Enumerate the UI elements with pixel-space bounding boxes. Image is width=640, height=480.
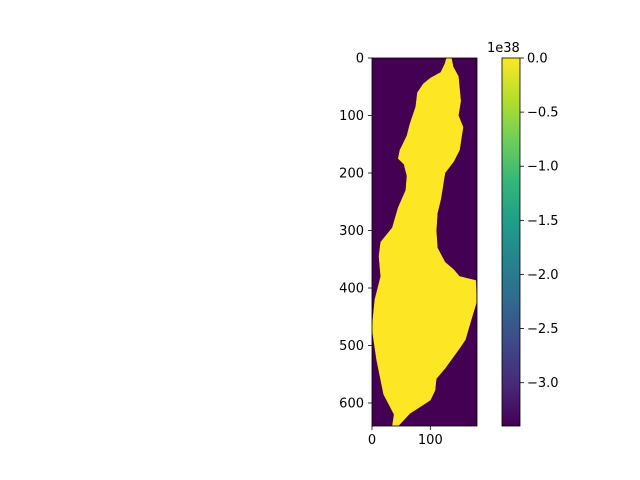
colorbar-tick-label: −3.0 — [527, 376, 559, 391]
colorbar-tick-label: −0.5 — [527, 106, 559, 121]
y-tick-label: 500 — [339, 339, 364, 354]
colorbar-ticks: 0.0 −0.5 −1.0 −1.5 −2.0 −2.5 −3.0 — [520, 52, 559, 391]
heatmap-image — [372, 58, 477, 426]
colorbar-tick-label: −2.5 — [527, 322, 559, 337]
y-tick-label: 200 — [339, 167, 364, 182]
colorbar-tick-label: −2.0 — [527, 268, 559, 283]
colorbar-frame — [501, 57, 521, 427]
y-tick-label: 100 — [339, 109, 364, 124]
colorbar-tick-label: −1.5 — [527, 214, 559, 229]
colorbar-gradient — [502, 58, 520, 426]
colorbar-offset-text: 1e38 — [487, 41, 520, 56]
y-tick-label: 400 — [339, 282, 364, 297]
x-axis: 0 100 — [368, 426, 443, 448]
colorbar-tick-label: −1.0 — [527, 160, 559, 175]
colorbar: 0.0 −0.5 −1.0 −1.5 −2.0 −2.5 −3.0 1e38 — [487, 41, 559, 427]
colorbar-tick-label: 0.0 — [527, 52, 548, 67]
y-tick-label: 600 — [339, 397, 364, 412]
region-cells — [372, 58, 477, 426]
y-axis: 0 100 200 300 400 500 600 — [339, 52, 372, 412]
y-tick-label: 300 — [339, 224, 364, 239]
y-tick-label: 0 — [356, 52, 364, 67]
x-tick-label: 100 — [418, 433, 443, 448]
x-tick-label: 0 — [368, 433, 376, 448]
image-axes-frame — [371, 57, 478, 427]
